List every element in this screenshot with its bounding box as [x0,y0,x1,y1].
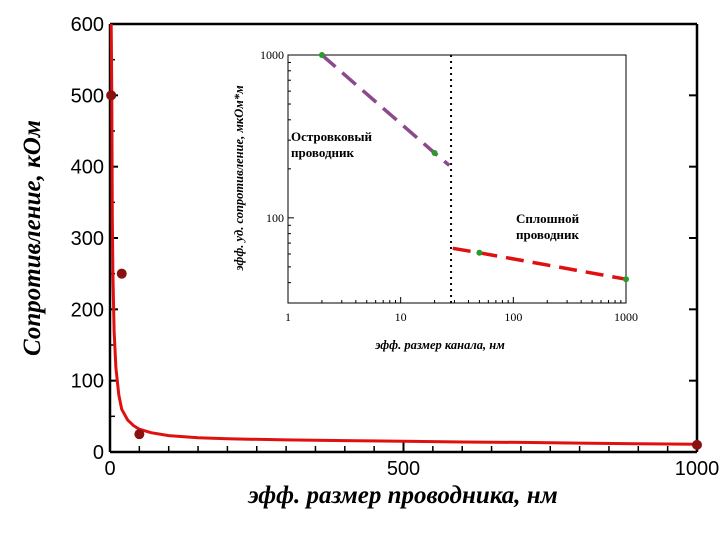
inset-x-tick-label: 1 [285,310,291,324]
main-data-point [134,429,145,440]
main-x-tick-label: 500 [387,458,420,480]
inset-series-continuous [452,246,627,281]
inset-annotation-continuous: Сплошной проводник [516,211,582,242]
inset-annotation-continuous-line2: проводник [516,227,580,242]
inset-annotation-island: Островковый проводник [291,129,375,160]
main-x-tick-label: 1000 [675,458,720,480]
main-data-point [106,90,117,101]
inset-x-tick-label: 100 [504,310,522,324]
inset-annotation-island-line1: Островковый [291,129,373,144]
main-y-tick-label: 300 [71,228,104,250]
main-y-tick-label: 0 [93,442,104,464]
main-y-tick-label: 100 [71,371,104,393]
main-y-axis-label: Сопротивление, кОм [19,120,46,356]
main-y-tick-label: 500 [71,85,104,107]
inset-x-axis-label: эфф. размер канала, нм [374,338,505,352]
inset-data-point [318,52,325,58]
main-plot: 0 100 200 300 400 500 600 0 500 1000 эфф. размер … [19,14,719,509]
main-x-tick-label: 0 [104,458,115,480]
inset-x-tick-label: 1000 [614,310,638,324]
main-data-point [692,439,702,450]
inset-x-tick-label: 10 [395,310,407,324]
main-y-tick-label: 200 [71,299,104,321]
inset-annotation-island-line2: проводник [291,145,355,160]
main-data-point [116,268,127,279]
inset-y-axis-label: эфф. уд. сопротивление, мкОм*м [232,85,246,272]
inset-data-point [623,276,629,283]
main-series-line [109,23,698,446]
inset-y-tick-label: 1000 [260,48,284,62]
inset-y-tick-label: 100 [266,211,284,225]
main-x-axis-label: эфф. размер проводника, нм [247,482,558,509]
main-y-tick-label: 400 [71,157,104,179]
main-y-tick-label: 600 [71,14,104,36]
inset-data-point [476,249,483,256]
inset-annotation-continuous-line1: Сплошной [516,211,580,226]
inset-frame [287,54,627,304]
inset-data-point [431,150,438,157]
